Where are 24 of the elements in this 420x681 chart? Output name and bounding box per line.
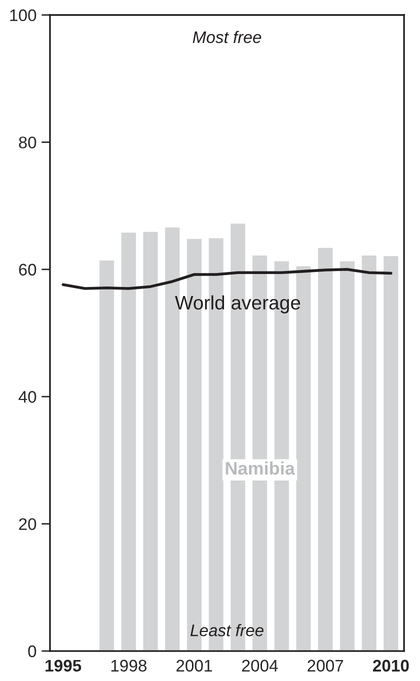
y-tick-label: 60 (19, 264, 36, 276)
y-tick-label: 0 (28, 645, 36, 658)
x-tick-label: 1998 (111, 660, 146, 672)
bar (338, 260, 356, 652)
y-tick-label: 100 (10, 9, 36, 22)
y-tick-label: 80 (18, 136, 36, 148)
x-tick-label: 1995 (46, 660, 82, 672)
bar (142, 230, 160, 652)
bar (120, 231, 138, 652)
bar (98, 259, 116, 652)
annotation: Most free (192, 30, 262, 44)
y-tick-label: 40 (18, 391, 36, 403)
bar (316, 246, 334, 652)
annotation: Least free (190, 624, 264, 636)
y-tick-label: 20 (19, 518, 36, 530)
x-tick-label: 2010 (372, 660, 409, 672)
series-label: Namibia (226, 461, 296, 475)
bar (360, 254, 378, 652)
bar (382, 254, 400, 652)
series-label: World average (174, 295, 300, 314)
x-tick-label: 2001 (176, 660, 212, 672)
x-tick-label: 2007 (308, 660, 344, 672)
x-tick-label: 2004 (242, 660, 278, 672)
line-series (62, 268, 392, 290)
